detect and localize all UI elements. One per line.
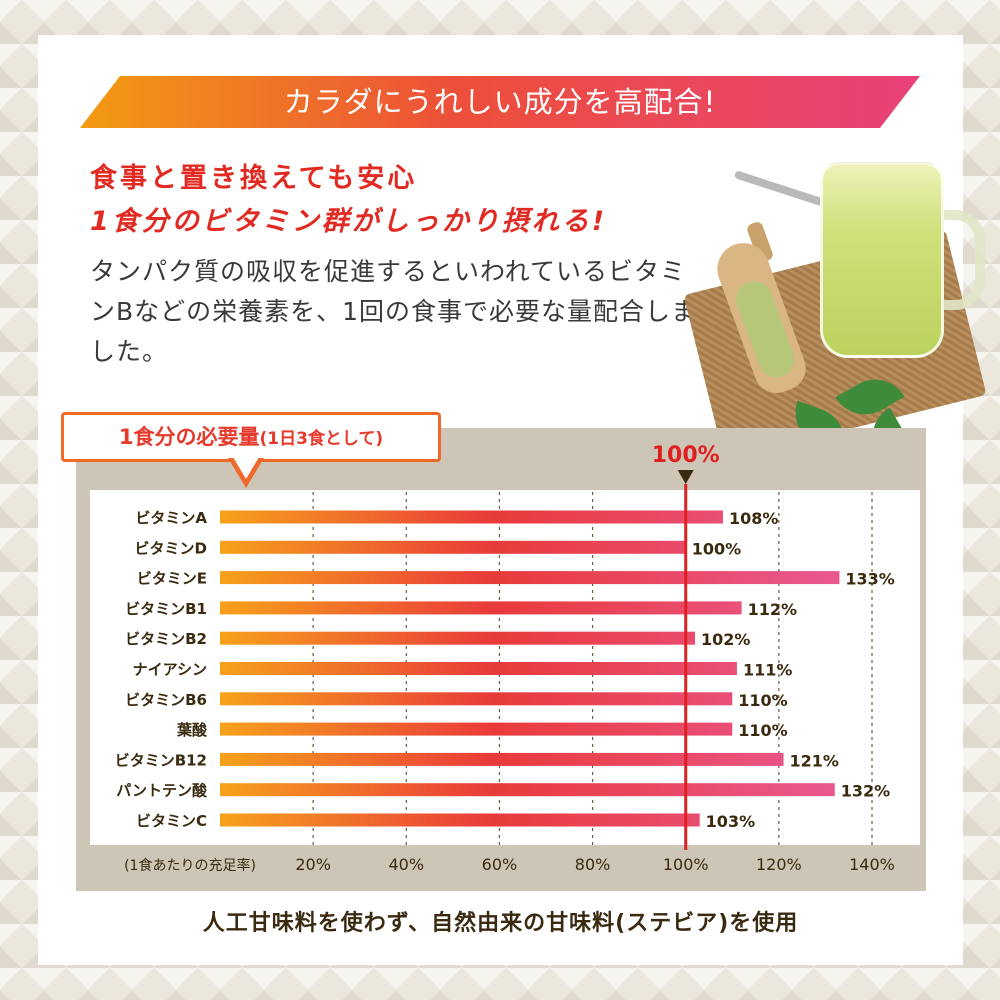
category-label: 葉酸 (176, 721, 208, 739)
smoothie-jar (820, 162, 944, 358)
body-text: タンパク質の吸収を促進するといわれているビタミンBなどの栄養素を、1回の食事で必… (90, 257, 698, 366)
category-label: ビタミンD (135, 539, 207, 557)
bar (220, 631, 696, 645)
value-label: 111% (743, 661, 792, 680)
category-label: ビタミンA (135, 509, 207, 527)
value-label: 108% (729, 509, 778, 528)
bar (220, 510, 723, 524)
x-tick-label: 100% (663, 855, 709, 874)
callout-sub: (1日3食として) (259, 429, 384, 449)
bar (220, 601, 742, 615)
category-label: パントテン酸 (116, 782, 208, 800)
x-tick-label: 60% (482, 855, 518, 874)
x-tick-label: 20% (295, 855, 331, 874)
bar (220, 783, 835, 797)
headline-line-2: 1食分のビタミン群がしっかり摂れる! (90, 206, 608, 237)
bar (220, 813, 700, 827)
banner-text: カラダにうれしい成分を高配合! (283, 85, 717, 119)
bar (220, 540, 686, 554)
value-label: 103% (706, 812, 755, 831)
callout-main: 1食分の必要量 (118, 425, 260, 449)
headline-line-1: 食事と置き換えても安心 (90, 163, 418, 194)
value-label: 133% (845, 570, 894, 589)
value-label: 110% (738, 721, 787, 740)
value-label: 110% (738, 691, 787, 710)
callout-text: 1食分の必要量(1日3食として) (61, 412, 441, 462)
reference-marker-icon (677, 470, 694, 484)
bar (220, 571, 840, 585)
jar-handle (925, 210, 985, 310)
footer-note: 人工甘味料を使わず、自然由来の甘味料(ステビア)を使用 (202, 911, 799, 936)
x-axis-caption: (1食あたりの充足率) (124, 857, 256, 874)
x-tick-label: 40% (389, 855, 425, 874)
value-label: 121% (790, 751, 839, 770)
bar (220, 662, 737, 675)
x-tick-label: 80% (575, 855, 611, 874)
category-label: ビタミンB12 (115, 751, 207, 769)
reference-label: 100% (652, 443, 720, 468)
x-tick-label: 120% (756, 855, 802, 874)
category-label: ナイアシン (133, 661, 207, 679)
category-label: ビタミンB6 (125, 691, 207, 709)
banner (80, 76, 920, 128)
bar (220, 752, 784, 766)
bar (220, 692, 733, 706)
category-label: ビタミンB1 (125, 600, 207, 618)
bar (220, 722, 733, 736)
value-label: 102% (701, 630, 750, 649)
x-tick-label: 140% (849, 855, 895, 874)
value-label: 100% (692, 539, 741, 558)
value-label: 112% (748, 600, 797, 619)
category-label: ビタミンE (137, 570, 207, 588)
value-label: 132% (841, 782, 890, 801)
category-label: ビタミンB2 (125, 630, 207, 648)
category-label: ビタミンC (136, 812, 207, 830)
